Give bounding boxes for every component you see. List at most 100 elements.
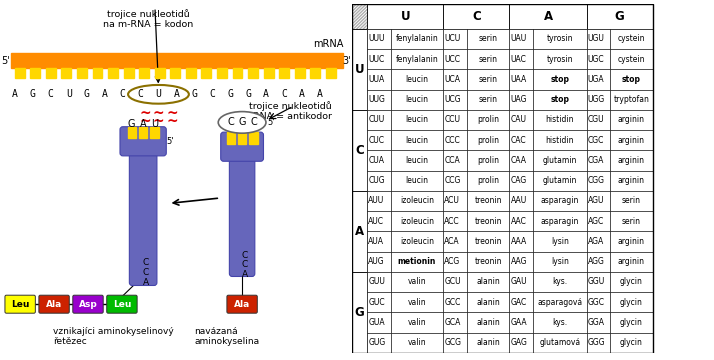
Bar <box>610 312 653 333</box>
Text: AUA: AUA <box>368 237 384 246</box>
Bar <box>510 191 533 211</box>
Text: leucin: leucin <box>406 176 428 185</box>
Text: GAA: GAA <box>511 318 527 327</box>
Text: CUU: CUU <box>368 116 385 125</box>
Bar <box>510 49 533 69</box>
Text: histidin: histidin <box>545 116 574 125</box>
Bar <box>443 4 510 29</box>
Text: treonin: treonin <box>474 217 502 226</box>
Bar <box>610 333 653 353</box>
Text: UCA: UCA <box>444 75 461 84</box>
Bar <box>367 150 391 171</box>
Bar <box>610 252 653 272</box>
Text: UGA: UGA <box>588 75 604 84</box>
Text: AGG: AGG <box>588 257 605 266</box>
Bar <box>533 130 587 150</box>
Bar <box>391 130 443 150</box>
Text: arginin: arginin <box>618 257 645 266</box>
Bar <box>510 171 533 191</box>
FancyBboxPatch shape <box>129 142 157 285</box>
Bar <box>533 110 587 130</box>
Text: asparagová: asparagová <box>537 298 583 307</box>
Bar <box>510 29 533 49</box>
Text: alanin: alanin <box>476 318 500 327</box>
Text: cystein: cystein <box>618 55 645 64</box>
Bar <box>533 49 587 69</box>
Text: trojice nukleotidů
na m-RNA = kodon: trojice nukleotidů na m-RNA = kodon <box>103 9 193 29</box>
Text: ~: ~ <box>166 115 178 129</box>
Bar <box>533 90 587 110</box>
Bar <box>367 252 391 272</box>
Text: A: A <box>140 118 146 129</box>
Text: CCU: CCU <box>444 116 461 125</box>
Text: UUG: UUG <box>368 95 385 104</box>
Bar <box>155 68 165 78</box>
Bar <box>610 110 653 130</box>
Bar <box>443 171 467 191</box>
Text: serin: serin <box>478 34 498 43</box>
Text: A: A <box>317 89 323 99</box>
Text: stop: stop <box>550 75 569 84</box>
Bar <box>510 333 533 353</box>
FancyBboxPatch shape <box>5 295 36 313</box>
Bar <box>391 312 443 333</box>
Text: G: G <box>227 89 233 99</box>
Text: C: C <box>242 261 248 269</box>
Bar <box>533 150 587 171</box>
Text: AAC: AAC <box>511 217 526 226</box>
Text: navázaná
aminokyselina: navázaná aminokyselina <box>194 327 259 346</box>
Text: AAG: AAG <box>511 257 527 266</box>
Bar <box>443 49 467 69</box>
Bar <box>391 252 443 272</box>
Bar <box>352 272 367 353</box>
Text: Leu: Leu <box>113 300 131 309</box>
Bar <box>248 68 258 78</box>
Bar <box>93 68 103 78</box>
Text: C: C <box>48 89 54 99</box>
FancyBboxPatch shape <box>120 127 166 156</box>
Bar <box>311 68 320 78</box>
Bar <box>367 292 391 312</box>
Bar <box>510 150 533 171</box>
Text: glutamin: glutamin <box>543 156 577 165</box>
Bar <box>352 29 367 110</box>
Bar <box>443 110 467 130</box>
Bar <box>533 292 587 312</box>
Text: GUU: GUU <box>368 278 385 287</box>
Bar <box>533 69 587 90</box>
Text: kys.: kys. <box>552 318 568 327</box>
Text: ACA: ACA <box>444 237 460 246</box>
Text: histidin: histidin <box>545 136 574 145</box>
Text: stop: stop <box>622 75 641 84</box>
Text: lysin: lysin <box>551 257 569 266</box>
Bar <box>443 130 467 150</box>
Text: UCU: UCU <box>444 34 461 43</box>
Text: tryptofan: tryptofan <box>613 95 650 104</box>
Text: izoleucin: izoleucin <box>400 217 434 226</box>
Bar <box>367 29 391 49</box>
Bar <box>217 68 227 78</box>
Bar <box>124 68 134 78</box>
Text: AUC: AUC <box>368 217 384 226</box>
Bar <box>610 69 653 90</box>
Text: G: G <box>84 89 89 99</box>
Bar <box>391 90 443 110</box>
Text: valin: valin <box>408 318 426 327</box>
Text: tyrosin: tyrosin <box>546 55 573 64</box>
Bar <box>610 171 653 191</box>
Text: UGC: UGC <box>588 55 604 64</box>
Text: AAU: AAU <box>511 197 527 206</box>
Bar <box>443 29 467 49</box>
Bar <box>279 68 289 78</box>
Text: UAC: UAC <box>511 55 526 64</box>
Text: CCC: CCC <box>444 136 460 145</box>
Text: C: C <box>209 89 216 99</box>
Bar <box>443 292 467 312</box>
Bar <box>587 272 610 292</box>
Bar <box>587 252 610 272</box>
Bar <box>510 252 533 272</box>
Text: mRNA: mRNA <box>313 39 344 49</box>
Text: leucin: leucin <box>406 75 428 84</box>
Text: prolin: prolin <box>477 116 499 125</box>
Bar <box>367 191 391 211</box>
